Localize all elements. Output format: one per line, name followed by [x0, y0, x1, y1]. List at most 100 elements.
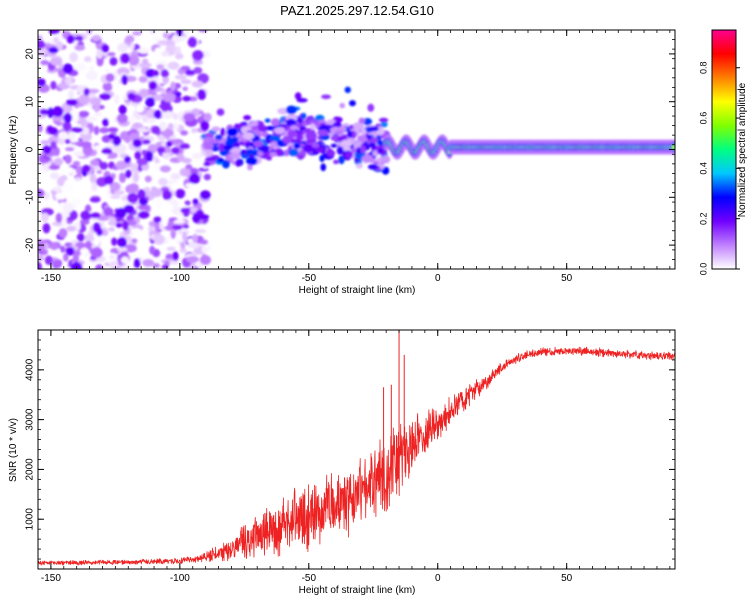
spectrogram-cell: [307, 119, 319, 126]
spectrogram-cell: [104, 68, 110, 73]
spectrogram-cell: [367, 103, 375, 112]
spectrogram-cell: [270, 141, 278, 147]
spectrogram-cell: [103, 175, 114, 185]
spectrogram-cell: [170, 260, 179, 265]
spectrogram-cell: [327, 150, 336, 156]
x-tick-label: -150: [41, 273, 61, 284]
y-tick-label: 2000: [25, 458, 36, 481]
spectrogram-cell: [230, 152, 241, 160]
spectrogram-cell: [192, 50, 204, 61]
spectrogram-cell: [180, 130, 189, 136]
spectrogram-cell: [112, 135, 122, 147]
spectrogram-cell: [218, 142, 226, 151]
spectrogram-cell: [282, 135, 293, 144]
spectrogram-cell: [109, 56, 118, 66]
spectrogram-cell: [113, 190, 125, 195]
x-tick-label: -100: [170, 573, 190, 584]
spectrogram-cell: [290, 125, 298, 131]
spectrogram-cell: [55, 192, 67, 200]
spectrogram-cell: [89, 97, 102, 106]
spectrogram-cell: [180, 65, 191, 71]
spectrogram-cell: [194, 228, 207, 234]
spectrogram-cell: [132, 138, 142, 148]
spectrogram-cell: [84, 240, 92, 250]
spectrogram-cell: [121, 256, 129, 264]
spectrogram-cell: [201, 247, 210, 253]
snr-spikes: [383, 330, 405, 479]
spectrogram-cell: [310, 123, 316, 131]
spectrogram-cell: [183, 112, 196, 122]
spectrogram-cell: [264, 118, 271, 123]
spectrogram-cell: [349, 100, 356, 107]
spectrogram-cell: [200, 120, 210, 132]
spectrogram-cell: [134, 150, 142, 160]
spectrogram-cell: [132, 171, 140, 183]
spectrogram-cell: [78, 94, 90, 105]
colorbar: 0.0 0.2 0.4 0.6 0.8 Normalized spectral ampl…: [698, 29, 748, 275]
spectrogram-cell: [188, 173, 201, 184]
spectrogram-cell: [78, 110, 90, 118]
spectrogram-cell: [142, 139, 151, 145]
spectrogram-cell: [368, 164, 379, 170]
spectrogram-cell: [296, 98, 308, 103]
spectrogram-cell: [285, 105, 297, 115]
spectrogram-cell: [126, 92, 136, 101]
y-tick-label: 4000: [25, 358, 36, 381]
spectrogram-cell: [180, 207, 191, 214]
snr-y-tick-labels: 1000 2000 3000 4000: [25, 358, 36, 530]
spectrogram-cell: [128, 54, 140, 66]
spectrogram-cell: [205, 156, 217, 162]
spectrogram-cell: [360, 127, 367, 136]
colorbar-tick-label: 0.2: [698, 212, 708, 225]
spectrogram-cell: [96, 49, 103, 59]
spectrogram-cell: [182, 86, 189, 92]
spectrogram-cell: [171, 199, 179, 209]
spectrogram-cell: [89, 65, 95, 71]
spectrogram-cell: [301, 112, 307, 120]
spectrogram-cell: [182, 231, 188, 242]
spectrogram-cell: [122, 220, 129, 231]
spectrogram-cell: [125, 35, 135, 44]
spectrogram-heatmap: [38, 30, 675, 269]
spectrogram-cell: [345, 151, 353, 159]
spectrogram-cell: [270, 118, 280, 127]
spectrogram-cell: [124, 155, 131, 164]
spectrogram-cell: [74, 35, 84, 41]
spectrogram-cell: [38, 254, 45, 262]
spectrogram-cell: [115, 222, 123, 228]
spectrogram-cell: [67, 131, 76, 141]
spectrogram-cell: [137, 204, 151, 211]
spectrogram-cell: [82, 234, 96, 242]
spectrogram-cell: [204, 132, 214, 139]
spectrogram-cell: [353, 122, 365, 130]
spectrogram-cell: [231, 147, 242, 154]
spectrogram-cell: [320, 163, 327, 172]
x-tick-label: -150: [41, 573, 61, 584]
spectrogram-cell: [89, 212, 101, 219]
spectrogram-cell: [128, 183, 139, 193]
spectrogram-cell: [93, 145, 106, 150]
spectrogram-cell: [48, 165, 60, 170]
spectrogram-cell: [198, 167, 209, 172]
spectrogram-cell: [212, 146, 219, 152]
spectrogram-cell: [80, 141, 92, 149]
spectrogram-cell: [174, 74, 187, 80]
spectrogram-cell: [63, 252, 69, 262]
spectrogram-cell: [129, 128, 138, 134]
spectrogram-cell: [162, 190, 173, 201]
spectrogram-cell: [199, 255, 211, 266]
spectrogram-cell: [138, 75, 148, 83]
x-tick-label: 0: [435, 273, 441, 284]
spectrogram-cell: [142, 259, 155, 267]
spectrogram-cell: [153, 216, 162, 223]
spectrogram-cell: [153, 234, 165, 245]
spectrogram-cell: [109, 181, 121, 192]
spectrogram-cell: [190, 168, 199, 175]
spectrogram-cell: [288, 148, 299, 157]
spectrogram-cell: [197, 214, 210, 220]
spectrogram-cell: [159, 165, 172, 173]
spectrogram-cell: [143, 187, 151, 192]
spectrogram-cell: [238, 140, 251, 146]
spectrogram-cell: [130, 163, 139, 172]
spectrogram-cell: [43, 42, 52, 48]
